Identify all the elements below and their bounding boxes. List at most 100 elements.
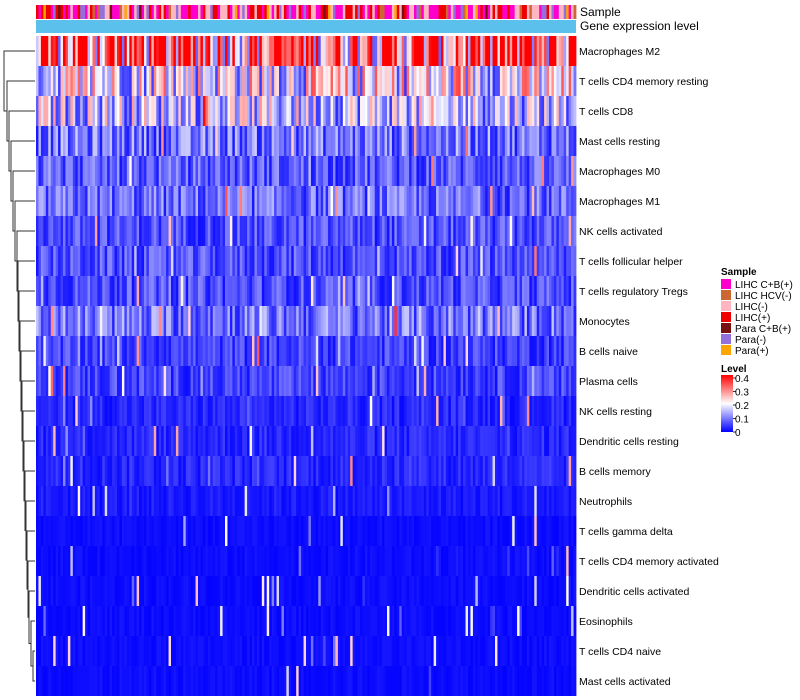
heatmap-cell	[252, 246, 255, 276]
heatmap-cell	[544, 396, 547, 426]
heatmap-cell	[281, 666, 285, 696]
heatmap-cell	[136, 606, 140, 636]
heatmap-cell	[244, 516, 248, 546]
heatmap-cell	[553, 606, 557, 636]
heatmap-cell	[104, 336, 108, 366]
heatmap-cell	[40, 486, 44, 516]
heatmap-cell	[92, 456, 96, 486]
heatmap-cell	[291, 486, 295, 516]
heatmap-cell	[303, 636, 307, 666]
heatmap-cell	[497, 486, 501, 516]
heatmap-cell	[50, 516, 54, 546]
heatmap-cell	[281, 126, 285, 156]
heatmap-cell	[261, 36, 265, 66]
heatmap-cell	[519, 36, 523, 66]
heatmap-cell	[539, 66, 543, 96]
heatmap-cell	[43, 426, 47, 456]
heatmap-cell	[328, 306, 331, 336]
heatmap-cell	[563, 96, 567, 126]
heatmap-cell	[151, 396, 155, 426]
heatmap-cell	[391, 486, 395, 516]
heatmap-cell	[384, 216, 388, 246]
heatmap-cell	[279, 66, 282, 96]
heatmap-cell	[158, 336, 162, 366]
heatmap-cell	[507, 606, 511, 636]
sample-cell	[65, 5, 69, 19]
heatmap-cell	[269, 36, 273, 66]
heatmap-cell	[539, 606, 543, 636]
heatmap-cell	[396, 366, 400, 396]
heatmap-cell	[387, 306, 390, 336]
heatmap-cell	[283, 246, 287, 276]
heatmap-cell	[207, 216, 211, 246]
heatmap-cell	[55, 276, 59, 306]
heatmap-cell	[163, 306, 167, 336]
heatmap-cell	[198, 66, 201, 96]
heatmap-cell	[286, 126, 290, 156]
heatmap-cell	[256, 306, 260, 336]
heatmap-cell	[193, 336, 196, 366]
heatmap-cell	[63, 606, 66, 636]
heatmap-cell	[534, 486, 538, 516]
heatmap-cell	[514, 606, 518, 636]
heatmap-cell	[401, 366, 405, 396]
heatmap-cell	[77, 546, 81, 576]
heatmap-cell	[318, 366, 322, 396]
heatmap-cell	[416, 516, 420, 546]
sample-cell	[185, 5, 189, 19]
sample-cell	[225, 5, 228, 19]
heatmap-cell	[468, 216, 471, 246]
heatmap-cell	[232, 66, 236, 96]
heatmap-cell	[315, 636, 319, 666]
heatmap-cell	[296, 36, 300, 66]
heatmap-cell	[271, 426, 275, 456]
heatmap-cell	[345, 186, 349, 216]
heatmap-cell	[43, 666, 47, 696]
heatmap-cell	[546, 336, 550, 366]
heatmap-cell	[247, 456, 250, 486]
heatmap-cell	[472, 246, 476, 276]
heatmap-cell	[448, 186, 452, 216]
heatmap-cell	[357, 276, 361, 306]
heatmap-cell	[40, 186, 44, 216]
heatmap-cell	[544, 126, 547, 156]
heatmap-cell	[455, 396, 459, 426]
heatmap-cell	[183, 666, 187, 696]
heatmap-cell	[308, 366, 312, 396]
heatmap-cell	[480, 576, 484, 606]
heatmap-cell	[549, 126, 552, 156]
sample-cell	[254, 5, 258, 19]
heatmap-cell	[529, 306, 533, 336]
heatmap-cell	[487, 546, 491, 576]
heatmap-cell	[90, 546, 93, 576]
heatmap-cell	[389, 396, 393, 426]
heatmap-cell	[524, 36, 528, 66]
heatmap-cell	[509, 306, 513, 336]
heatmap-cell	[563, 126, 567, 156]
heatmap-cell	[315, 156, 319, 186]
heatmap-cell	[45, 276, 49, 306]
heatmap-cell	[546, 66, 550, 96]
heatmap-cell	[136, 576, 140, 606]
heatmap-cell	[566, 516, 570, 546]
heatmap-cell	[490, 156, 493, 186]
heatmap-cell	[104, 66, 108, 96]
heatmap-cell	[202, 186, 206, 216]
heatmap-cell	[544, 366, 547, 396]
heatmap-cell	[82, 186, 86, 216]
heatmap-cell	[551, 306, 555, 336]
heatmap-cell	[355, 366, 358, 396]
sample-cell	[269, 5, 273, 19]
heatmap-cell	[288, 156, 292, 186]
heatmap-cell	[286, 366, 290, 396]
sample-track-label: Sample	[580, 5, 621, 19]
heatmap-cell	[490, 96, 493, 126]
heatmap-cell	[288, 396, 292, 426]
heatmap-cell	[70, 66, 74, 96]
heatmap-cell	[477, 576, 481, 606]
heatmap-cell	[212, 246, 216, 276]
heatmap-cell	[384, 156, 388, 186]
heatmap-cell	[401, 336, 405, 366]
heatmap-cell	[198, 306, 201, 336]
heatmap-cell	[495, 66, 498, 96]
